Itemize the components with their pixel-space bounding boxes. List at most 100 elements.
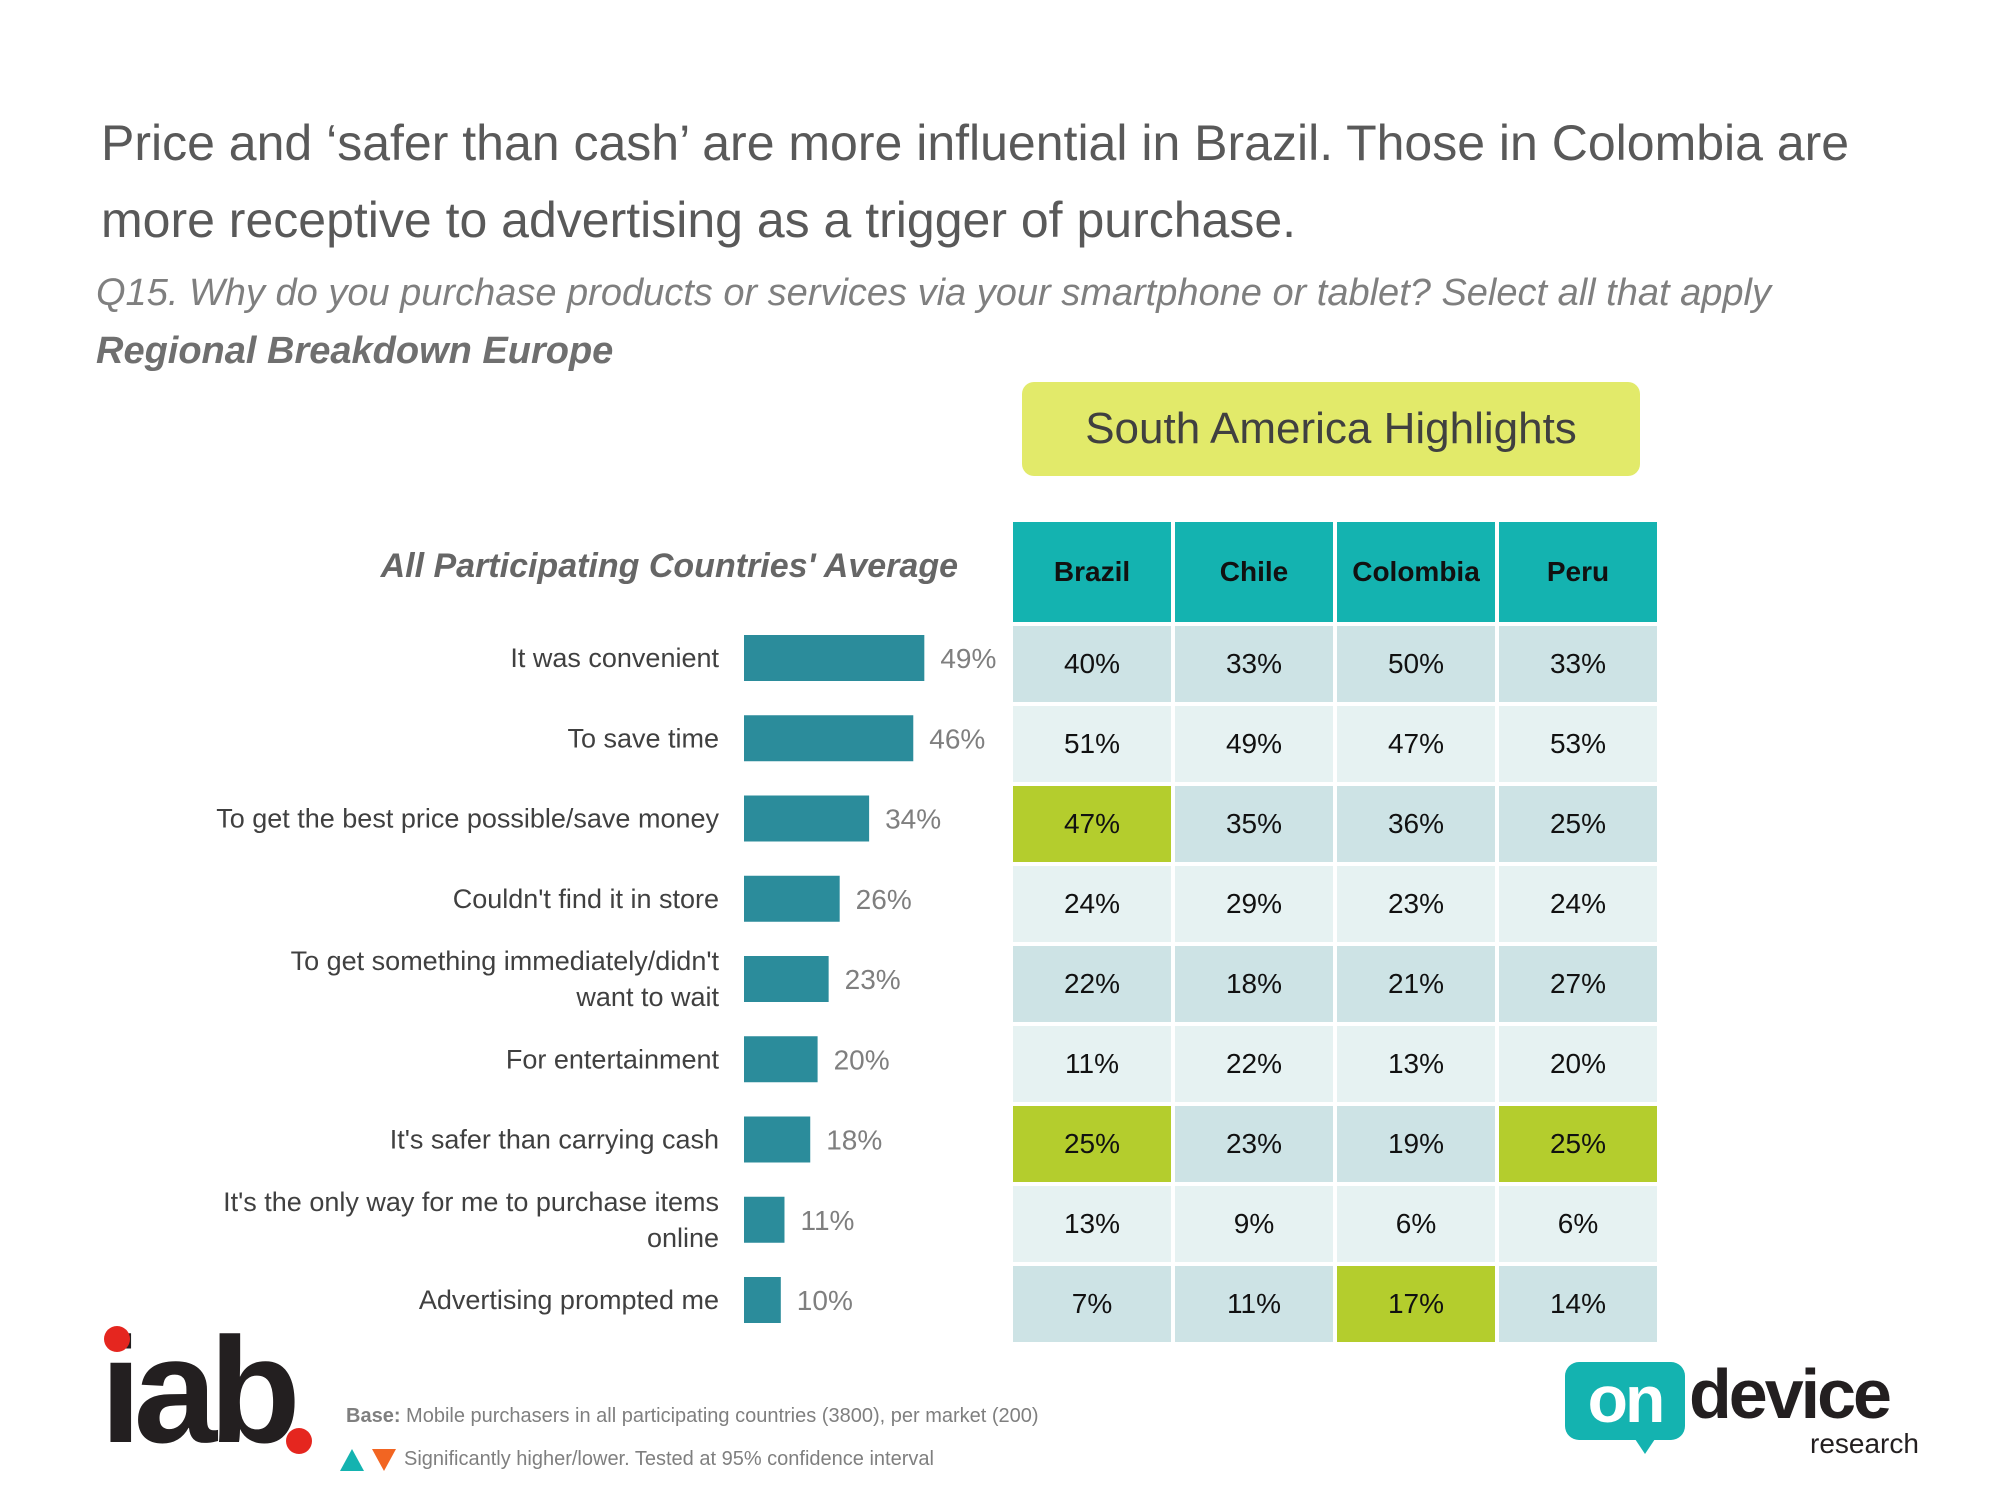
table-cell: 53%: [1499, 706, 1657, 782]
table-cell: 35%: [1175, 786, 1333, 862]
column-header-chile: Chile: [1175, 522, 1333, 622]
category-label-0: It was convenient: [510, 643, 719, 673]
category-label-6: It's safer than carrying cash: [390, 1125, 719, 1155]
south-america-highlights-banner: South America Highlights: [1022, 382, 1640, 476]
table-cell: 22%: [1013, 946, 1171, 1022]
base-text: Mobile purchasers in all participating c…: [406, 1405, 1039, 1427]
bar-value-label-3: 26%: [856, 884, 912, 915]
bar-0: [744, 635, 925, 681]
table-cell: 50%: [1337, 626, 1495, 702]
bar-value-label-1: 46%: [929, 723, 985, 754]
table-cell: 23%: [1175, 1106, 1333, 1182]
table-cell: 24%: [1013, 866, 1171, 942]
table-cell: 13%: [1013, 1186, 1171, 1262]
bar-value-label-6: 18%: [826, 1125, 882, 1156]
category-label-8: Advertising prompted me: [419, 1285, 719, 1315]
table-cell: 17%: [1337, 1266, 1495, 1342]
bar-value-label-8: 10%: [797, 1285, 853, 1316]
table-cell: 13%: [1337, 1026, 1495, 1102]
table-body: 40% 33% 50% 33% 51% 49% 47% 53% 47% 35% 36% 25% 24% 2…: [1013, 626, 1657, 1342]
table-row: 22% 18% 21% 27%: [1013, 946, 1657, 1022]
table-cell: 11%: [1175, 1266, 1333, 1342]
table-row: 7% 11% 17% 14%: [1013, 1266, 1657, 1342]
category-label-7: It's the only way for me to purchase ite…: [223, 1187, 719, 1253]
south-america-table: Brazil Chile Colombia Peru 40% 33% 50% 33% 51% 4…: [1009, 518, 1661, 1346]
iab-dot-icon: [104, 1326, 130, 1352]
table-cell: 18%: [1175, 946, 1333, 1022]
table-cell: 22%: [1175, 1026, 1333, 1102]
category-label-1: To save time: [567, 723, 719, 753]
ondevice-research-logo: on device research: [1565, 1355, 1925, 1460]
bar-4: [744, 956, 829, 1002]
table-cell: 6%: [1499, 1186, 1657, 1262]
table-cell: 20%: [1499, 1026, 1657, 1102]
table-cell: 27%: [1499, 946, 1657, 1022]
bar-value-label-7: 11%: [800, 1205, 854, 1236]
table-row: 24% 29% 23% 24%: [1013, 866, 1657, 942]
table-cell: 11%: [1013, 1026, 1171, 1102]
bar-6: [744, 1116, 811, 1163]
footer-base-note: Base: Mobile purchasers in all participa…: [346, 1405, 1039, 1428]
table-cell: 24%: [1499, 866, 1657, 942]
table-row: 47% 35% 36% 25%: [1013, 786, 1657, 862]
table-cell: 51%: [1013, 706, 1171, 782]
table-cell: 47%: [1337, 706, 1495, 782]
bar-value-label-0: 49%: [940, 643, 996, 674]
table-cell: 7%: [1013, 1266, 1171, 1342]
table-cell: 14%: [1499, 1266, 1657, 1342]
table-row: 11% 22% 13% 20%: [1013, 1026, 1657, 1102]
chart-title: All Participating Countries' Average: [380, 547, 958, 585]
column-header-brazil: Brazil: [1013, 522, 1171, 622]
table-cell: 33%: [1499, 626, 1657, 702]
table-cell: 49%: [1175, 706, 1333, 782]
category-label-5: For entertainment: [506, 1044, 720, 1074]
table-cell: 25%: [1013, 1106, 1171, 1182]
bar-3: [744, 875, 840, 922]
bar-8: [744, 1277, 781, 1323]
table-cell: 40%: [1013, 626, 1171, 702]
column-header-colombia: Colombia: [1337, 522, 1495, 622]
table-cell: 29%: [1175, 866, 1333, 942]
ondevice-research-text: research: [1810, 1428, 1919, 1459]
bar-chart: 49% It was convenient 46% To save time 34% To…: [216, 635, 996, 1323]
speech-tail-icon: [1633, 1436, 1657, 1454]
highlight-box-label: South America Highlights: [1085, 404, 1577, 453]
column-header-peru: Peru: [1499, 522, 1657, 622]
iab-period-icon: [286, 1428, 312, 1454]
bar-value-label-4: 23%: [845, 964, 901, 995]
table-cell: 25%: [1499, 1106, 1657, 1182]
bar-value-label-5: 20%: [834, 1044, 890, 1075]
significantly-lower-icon: [372, 1448, 396, 1471]
bar-2: [744, 795, 870, 842]
question-text: Q15. Why do you purchase products or ser…: [96, 272, 1771, 314]
ondevice-device-text: device: [1689, 1355, 1892, 1433]
footer-significance-note: Significantly higher/lower. Tested at 95…: [340, 1448, 934, 1471]
base-label: Base:: [346, 1405, 401, 1427]
bar-7: [744, 1196, 785, 1243]
table-cell: 19%: [1337, 1106, 1495, 1182]
table-cell: 33%: [1175, 626, 1333, 702]
ondevice-on-bubble: on: [1565, 1362, 1685, 1440]
significantly-higher-icon: [340, 1448, 364, 1471]
bar-5: [744, 1036, 818, 1083]
bar-1: [744, 715, 914, 762]
category-label-2: To get the best price possible/save mone…: [216, 804, 719, 834]
table-cell: 23%: [1337, 866, 1495, 942]
category-label-4: To get something immediately/didn't want …: [291, 946, 720, 1012]
table-row: 51% 49% 47% 53%: [1013, 706, 1657, 782]
category-label-3: Couldn't find it in store: [453, 884, 719, 914]
table-header-row: Brazil Chile Colombia Peru: [1013, 522, 1657, 622]
table-cell: 6%: [1337, 1186, 1495, 1262]
iab-wordmark: iab: [100, 1306, 301, 1474]
table-row: 40% 33% 50% 33%: [1013, 626, 1657, 702]
subtitle: Regional Breakdown Europe: [96, 330, 614, 372]
table-row: 13% 9% 6% 6%: [1013, 1186, 1657, 1262]
table-cell: 9%: [1175, 1186, 1333, 1262]
bar-value-label-2: 34%: [885, 804, 941, 835]
iab-logo: iab: [100, 1306, 320, 1474]
significance-text: Significantly higher/lower. Tested at 95…: [404, 1448, 934, 1470]
table-row: 25% 23% 19% 25%: [1013, 1106, 1657, 1182]
headline: Price and ‘safer than cash’ are more inf…: [101, 115, 1850, 248]
table-cell: 21%: [1337, 946, 1495, 1022]
table-cell: 36%: [1337, 786, 1495, 862]
